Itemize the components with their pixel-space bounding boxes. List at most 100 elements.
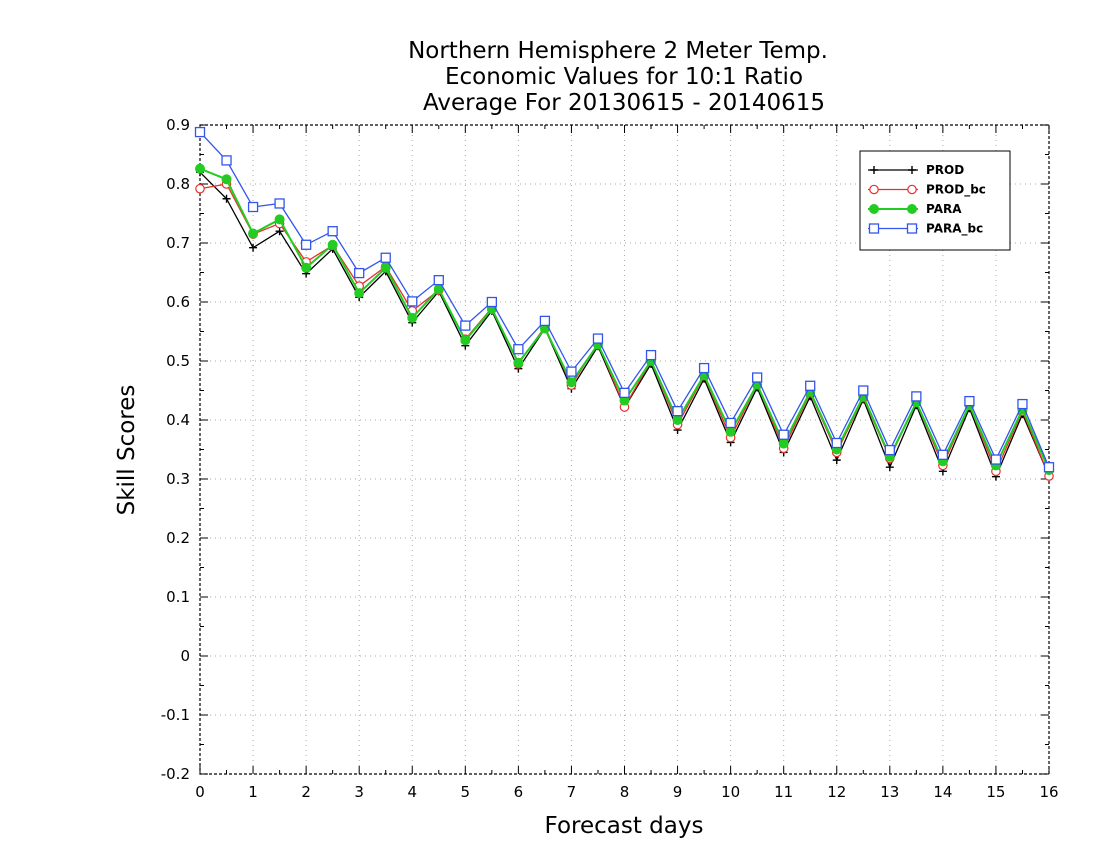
data-point xyxy=(592,333,604,344)
chart-title: Northern Hemisphere 2 Meter Temp. Econom… xyxy=(408,38,828,116)
y-axis-ticks: -0.2 -0.1 0 0.1 0.2 0.3 0.4 0.5 0.6 0.7 0.8 0.9 xyxy=(161,116,1049,783)
legend-item: PROD xyxy=(868,163,964,177)
legend: PROD PROD_bc PARA PARA_bc xyxy=(859,150,1011,251)
y-tick-label: 0 xyxy=(180,647,190,665)
y-tick-label: -0.2 xyxy=(161,765,190,783)
x-tick-label: 5 xyxy=(461,783,471,801)
data-point xyxy=(937,449,949,460)
data-point xyxy=(619,387,630,399)
data-point xyxy=(831,437,842,449)
data-point xyxy=(869,184,879,195)
x-tick-label: 11 xyxy=(774,783,793,801)
x-tick-label: 0 xyxy=(195,783,205,801)
x-axis-ticks: 0 1 2 3 4 5 6 7 8 9 10 11 12 13 14 15 16 xyxy=(195,125,1059,801)
x-tick-label: 13 xyxy=(880,783,899,801)
data-point xyxy=(778,429,789,440)
data-point xyxy=(195,163,205,174)
data-point xyxy=(354,267,365,279)
title-line-1: Northern Hemisphere 2 Meter Temp. xyxy=(408,38,828,64)
data-point xyxy=(300,239,312,250)
y-tick-label: 0.7 xyxy=(166,234,190,252)
legend-label: PARA_bc xyxy=(926,222,983,237)
data-point xyxy=(868,223,880,234)
data-point xyxy=(870,166,878,174)
data-point xyxy=(885,463,894,472)
data-point xyxy=(778,438,789,449)
data-point xyxy=(486,296,497,308)
data-point xyxy=(908,166,916,174)
series-layer xyxy=(194,126,1055,481)
y-tick-label: 0.1 xyxy=(166,588,190,606)
y-tick-label: 0.6 xyxy=(166,293,190,311)
data-point xyxy=(1043,462,1055,473)
y-tick-label: 0.5 xyxy=(166,352,190,370)
x-tick-label: 8 xyxy=(620,783,630,801)
data-point xyxy=(222,194,231,203)
data-point xyxy=(275,227,284,236)
data-point xyxy=(869,204,879,214)
title-line-2: Economic Values for 10:1 Ratio xyxy=(445,64,803,90)
title-line-3: Average For 20130615 - 20140615 xyxy=(423,90,825,116)
data-point xyxy=(672,405,683,417)
legend-item: PARA xyxy=(868,202,962,216)
x-tick-label: 14 xyxy=(933,783,952,801)
data-point xyxy=(354,288,365,299)
y-tick-label: 0.8 xyxy=(166,175,190,193)
data-point xyxy=(460,335,471,346)
x-tick-label: 15 xyxy=(986,783,1005,801)
data-point xyxy=(513,357,524,368)
data-point xyxy=(907,204,917,214)
data-point xyxy=(1017,398,1028,410)
y-tick-label: 0.2 xyxy=(166,529,190,547)
data-point xyxy=(301,262,312,273)
data-point xyxy=(249,243,258,252)
data-point xyxy=(964,395,975,407)
x-tick-label: 3 xyxy=(354,783,364,801)
data-point xyxy=(460,320,471,331)
data-point xyxy=(672,415,683,425)
data-point xyxy=(805,380,816,391)
data-point xyxy=(407,312,418,323)
data-point xyxy=(911,391,922,402)
legend-label: PROD xyxy=(926,163,964,177)
legend-item: PROD_bc xyxy=(868,183,986,198)
data-point xyxy=(907,184,917,195)
x-tick-label: 12 xyxy=(827,783,846,801)
data-point xyxy=(194,126,206,138)
y-tick-label: -0.1 xyxy=(161,706,190,724)
legend-item: PARA_bc xyxy=(868,222,983,237)
data-point xyxy=(327,226,338,237)
x-axis-label: Forecast days xyxy=(545,813,704,839)
data-point xyxy=(274,214,285,225)
y-tick-label: 0.4 xyxy=(166,411,190,429)
data-point xyxy=(566,366,577,377)
data-point xyxy=(858,385,869,396)
legend-box xyxy=(859,150,1011,251)
x-tick-label: 7 xyxy=(567,783,577,801)
y-tick-label: 0.9 xyxy=(166,116,190,134)
data-point xyxy=(884,444,895,456)
data-point xyxy=(221,155,232,166)
legend-label: PARA xyxy=(926,202,962,216)
x-tick-label: 1 xyxy=(248,783,258,801)
data-point xyxy=(698,362,710,374)
x-tick-label: 6 xyxy=(514,783,524,801)
x-tick-label: 4 xyxy=(407,783,417,801)
data-point xyxy=(380,262,391,273)
data-point xyxy=(725,417,736,429)
data-point xyxy=(274,198,285,209)
data-point xyxy=(433,275,444,286)
series-para-bc xyxy=(194,126,1055,473)
data-point xyxy=(247,201,259,213)
x-tick-label: 2 xyxy=(301,783,311,801)
data-point xyxy=(407,296,418,307)
x-tick-label: 16 xyxy=(1039,783,1058,801)
x-tick-label: 10 xyxy=(721,783,740,801)
data-point xyxy=(906,223,918,234)
data-point xyxy=(645,349,657,361)
data-point xyxy=(725,426,736,437)
data-point xyxy=(195,183,205,194)
data-point xyxy=(380,252,391,263)
legend-label: PROD_bc xyxy=(926,183,986,198)
